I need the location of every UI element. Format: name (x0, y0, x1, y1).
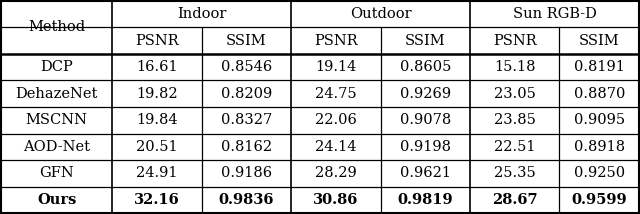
Text: 30.86: 30.86 (313, 193, 358, 207)
Text: 0.9836: 0.9836 (219, 193, 275, 207)
Text: GFN: GFN (39, 166, 74, 180)
Text: 0.8546: 0.8546 (221, 60, 272, 74)
Text: 0.9819: 0.9819 (397, 193, 453, 207)
Text: 0.8162: 0.8162 (221, 140, 272, 154)
Text: 0.9095: 0.9095 (574, 113, 625, 127)
Text: AOD-Net: AOD-Net (23, 140, 90, 154)
Text: 20.51: 20.51 (136, 140, 178, 154)
Text: MSCNN: MSCNN (26, 113, 88, 127)
Text: 0.9078: 0.9078 (400, 113, 451, 127)
Text: DehazeNet: DehazeNet (15, 87, 98, 101)
Text: 0.8191: 0.8191 (574, 60, 625, 74)
Text: 0.8327: 0.8327 (221, 113, 272, 127)
Text: Method: Method (28, 20, 85, 34)
Text: 25.35: 25.35 (494, 166, 536, 180)
Text: 0.9599: 0.9599 (572, 193, 627, 207)
Text: 15.18: 15.18 (494, 60, 536, 74)
Text: Ours: Ours (37, 193, 76, 207)
Text: Outdoor: Outdoor (350, 7, 412, 21)
Text: 19.14: 19.14 (316, 60, 356, 74)
Text: 19.84: 19.84 (136, 113, 178, 127)
Text: 0.9250: 0.9250 (574, 166, 625, 180)
Text: 23.85: 23.85 (494, 113, 536, 127)
Text: 16.61: 16.61 (136, 60, 178, 74)
Text: Indoor: Indoor (177, 7, 227, 21)
Text: 19.82: 19.82 (136, 87, 178, 101)
Text: 28.67: 28.67 (492, 193, 538, 207)
Text: SSIM: SSIM (227, 34, 267, 48)
Text: SSIM: SSIM (405, 34, 445, 48)
Text: 0.8870: 0.8870 (573, 87, 625, 101)
Text: DCP: DCP (40, 60, 73, 74)
Text: 28.29: 28.29 (315, 166, 357, 180)
Text: 0.8209: 0.8209 (221, 87, 272, 101)
Text: 0.8918: 0.8918 (574, 140, 625, 154)
Text: 24.91: 24.91 (136, 166, 178, 180)
Text: PSNR: PSNR (135, 34, 179, 48)
Text: 0.9186: 0.9186 (221, 166, 272, 180)
Text: 23.05: 23.05 (494, 87, 536, 101)
Text: 0.9198: 0.9198 (400, 140, 451, 154)
Text: Sun RGB-D: Sun RGB-D (513, 7, 596, 21)
Text: 0.8605: 0.8605 (400, 60, 451, 74)
Text: 22.06: 22.06 (315, 113, 357, 127)
Text: 24.75: 24.75 (315, 87, 356, 101)
Text: PSNR: PSNR (493, 34, 536, 48)
Text: 32.16: 32.16 (134, 193, 180, 207)
Text: 0.9269: 0.9269 (400, 87, 451, 101)
Text: 0.9621: 0.9621 (400, 166, 451, 180)
Text: 24.14: 24.14 (316, 140, 356, 154)
Text: PSNR: PSNR (314, 34, 358, 48)
Text: SSIM: SSIM (579, 34, 620, 48)
Text: 22.51: 22.51 (494, 140, 536, 154)
